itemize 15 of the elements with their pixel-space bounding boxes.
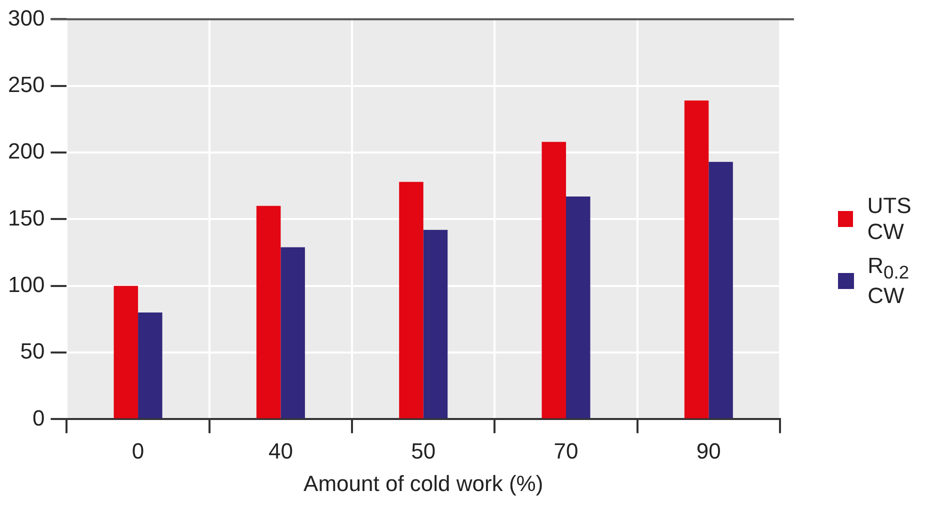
y-tick-label: 50 — [20, 338, 45, 364]
y-tick-label: 100 — [8, 272, 45, 297]
y-tick-label: 250 — [8, 72, 45, 97]
x-tick-label: 70 — [554, 438, 578, 464]
y-tick-label: 300 — [8, 5, 45, 30]
legend-label: UTS CW — [867, 193, 912, 245]
y-tick-label: 150 — [8, 205, 45, 230]
y-tick-label: 0 — [32, 405, 45, 430]
legend-label: R$_{0.2}$ CW — [868, 253, 910, 310]
x-axis-title: Amount of cold work (%) — [304, 470, 544, 496]
x-tick-label: 50 — [411, 438, 436, 464]
x-tick-label: 0 — [132, 438, 144, 464]
x-tick-label: 40 — [268, 438, 293, 464]
y-tick-label: 200 — [8, 138, 45, 164]
x-tick-label: 90 — [696, 438, 721, 464]
